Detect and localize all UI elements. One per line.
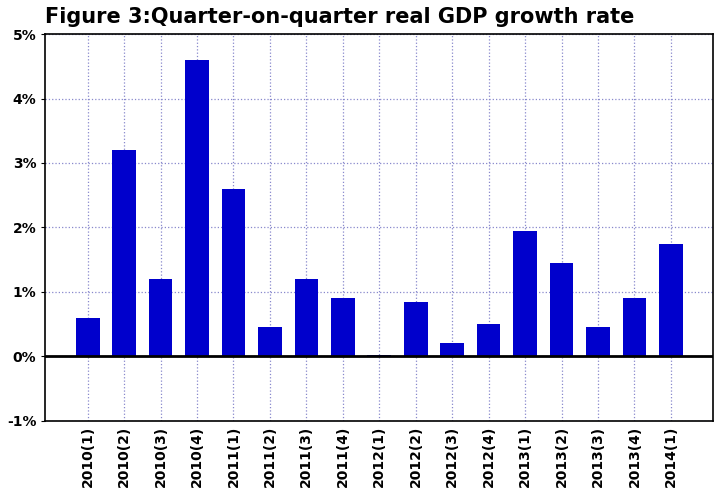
Bar bbox=[149, 279, 172, 356]
Bar bbox=[404, 301, 428, 356]
Bar bbox=[549, 263, 573, 356]
Bar bbox=[659, 244, 683, 356]
Bar bbox=[258, 328, 282, 356]
Bar bbox=[623, 298, 647, 356]
Bar bbox=[513, 231, 537, 356]
Bar bbox=[294, 279, 318, 356]
Bar bbox=[441, 343, 464, 356]
Bar bbox=[477, 324, 500, 356]
Bar bbox=[76, 318, 99, 356]
Bar bbox=[222, 189, 246, 356]
Bar bbox=[185, 60, 209, 356]
Bar bbox=[331, 298, 355, 356]
Bar bbox=[112, 150, 136, 356]
Text: Figure 3:Quarter-on-quarter real GDP growth rate: Figure 3:Quarter-on-quarter real GDP gro… bbox=[45, 7, 635, 27]
Bar bbox=[586, 328, 610, 356]
Bar bbox=[367, 355, 391, 356]
